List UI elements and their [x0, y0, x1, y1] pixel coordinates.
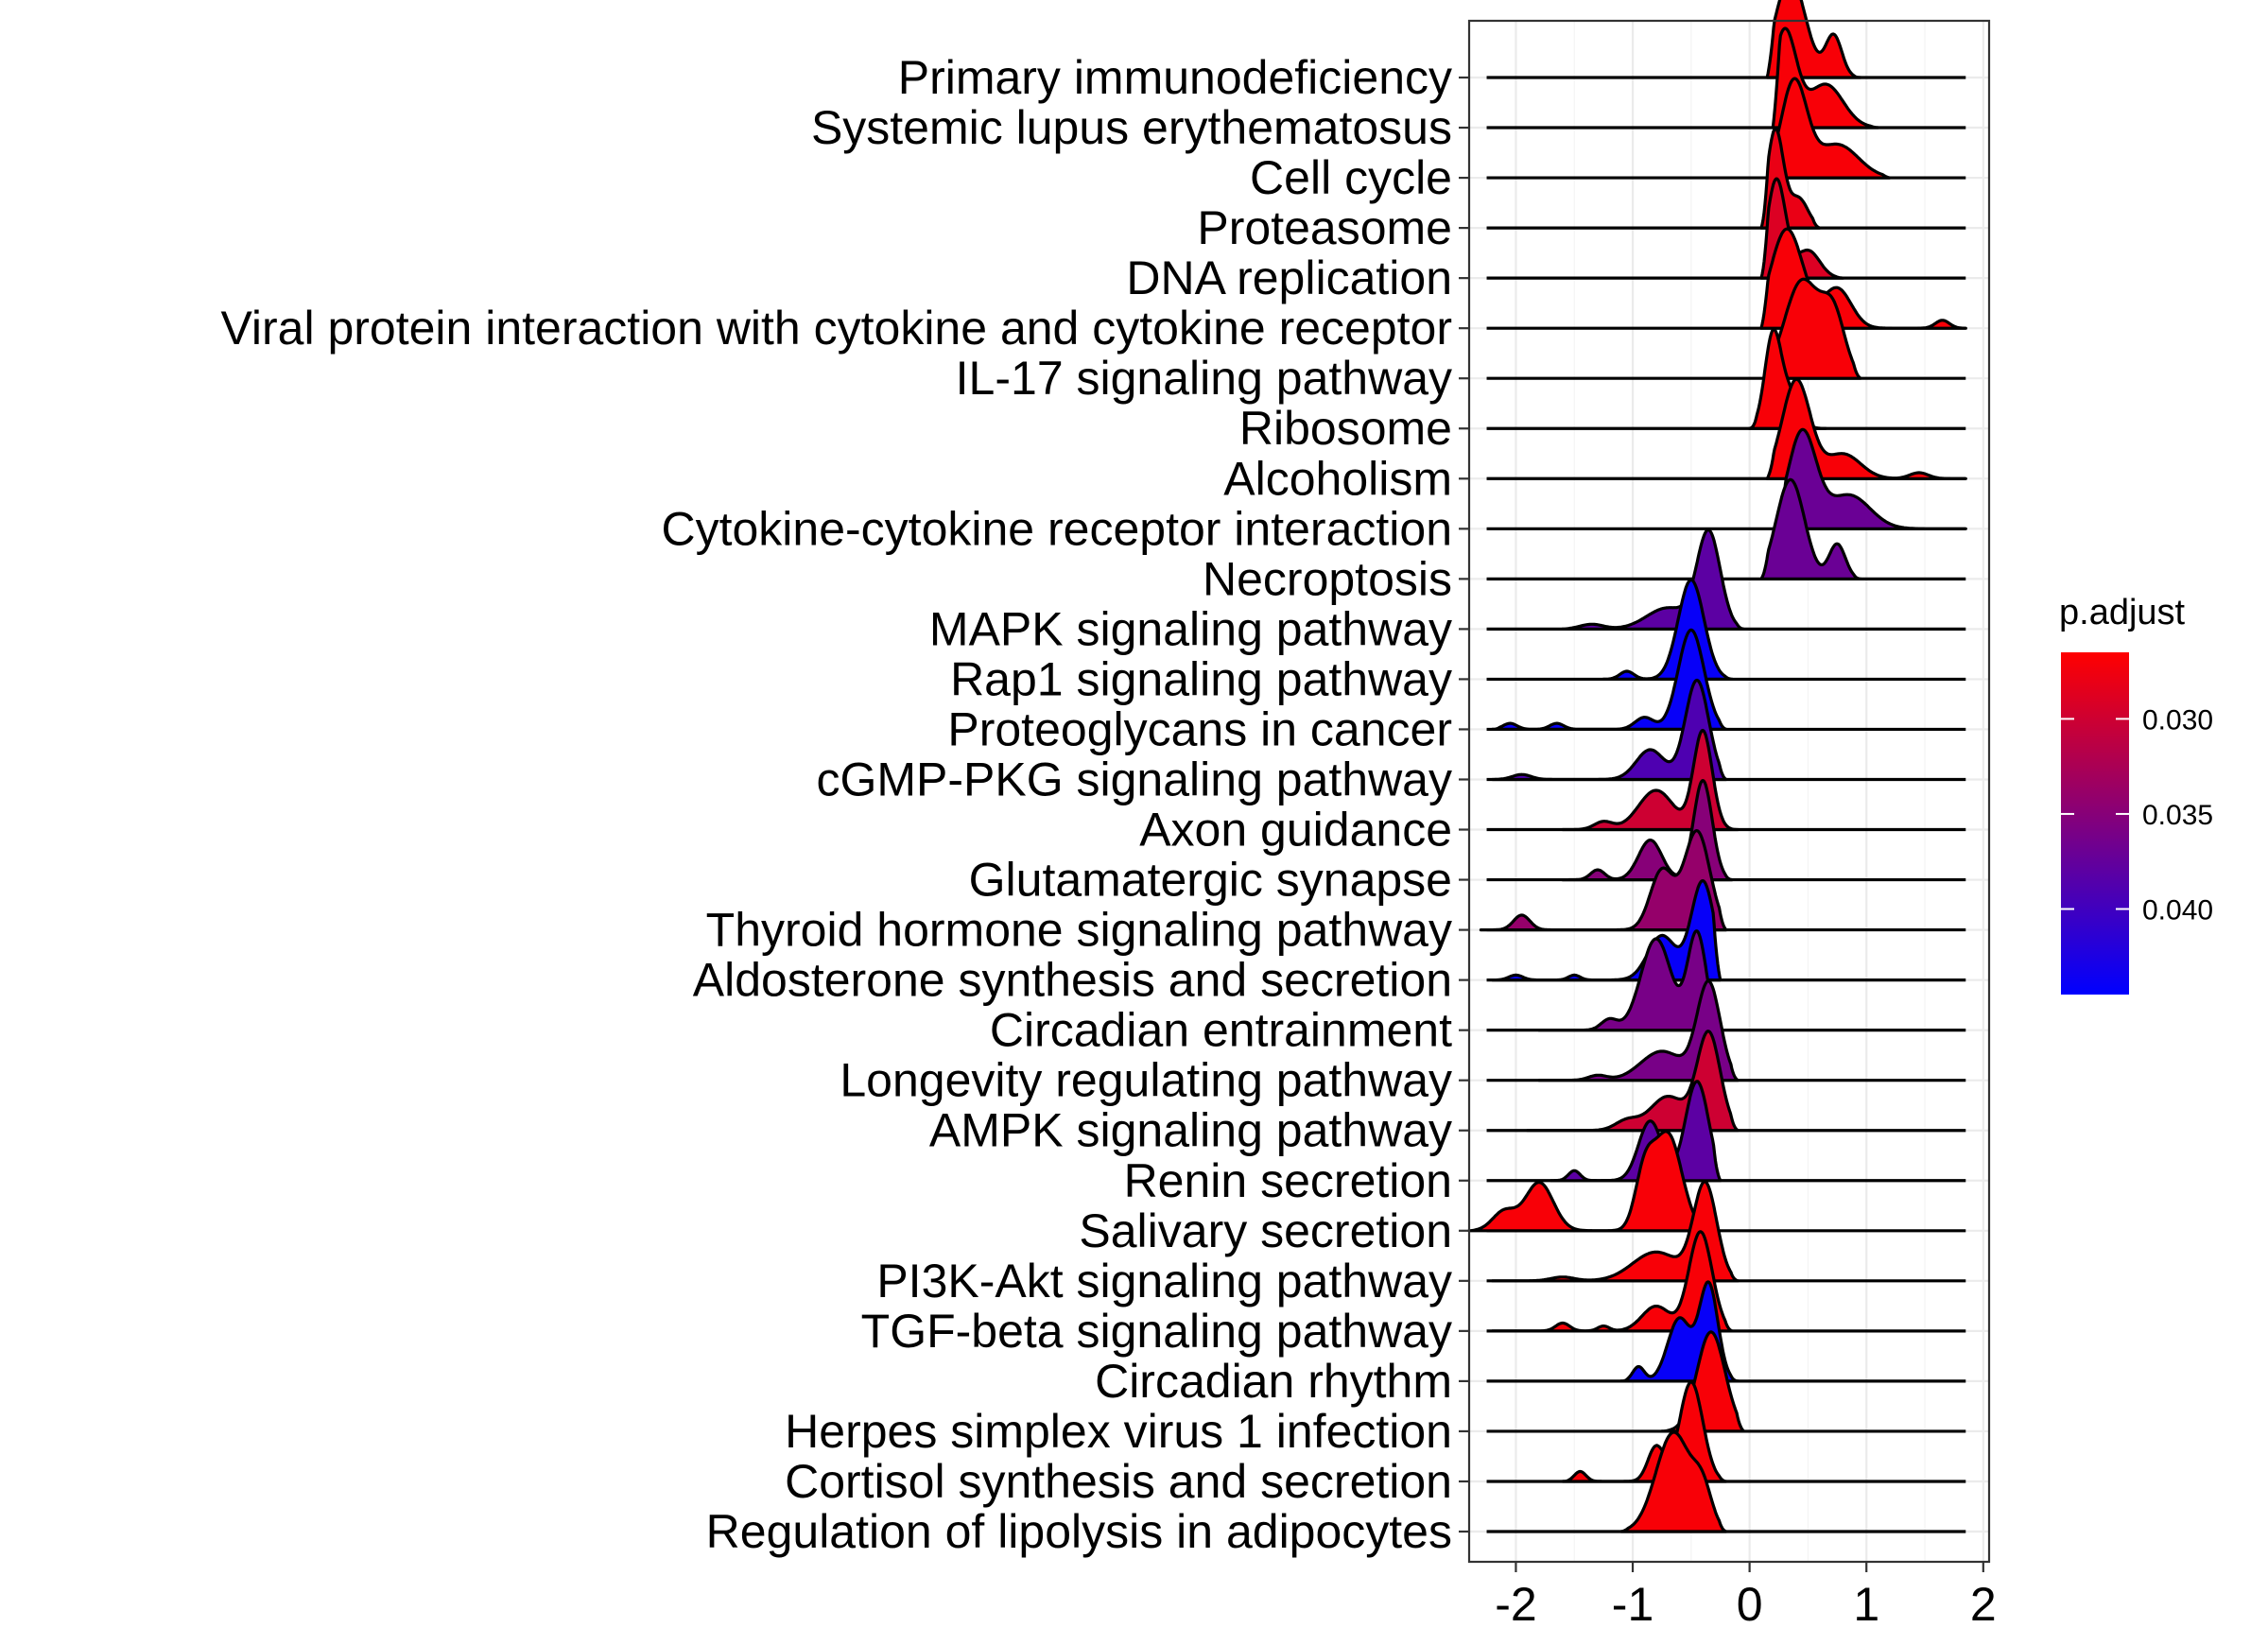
y-tick-label: DNA replication — [1126, 251, 1452, 304]
x-tick-label: 2 — [1970, 1578, 1997, 1631]
ridge-density — [1619, 1430, 1728, 1533]
y-tick-label: PI3K-Akt signaling pathway — [876, 1255, 1452, 1307]
y-tick-label: Primary immunodeficiency — [898, 51, 1452, 104]
ridge-density — [1765, 277, 1862, 380]
y-tick-label: Viral protein interaction with cytokine … — [220, 302, 1452, 355]
legend-title: p.adjust — [2059, 593, 2186, 632]
y-tick-label: Cytokine-cytokine receptor interaction — [662, 502, 1453, 555]
ridge-group — [1486, 377, 1967, 480]
ridge-group — [1486, 427, 1967, 530]
y-tick-label: Systemic lupus erythematosus — [811, 101, 1452, 154]
y-tick-label: Longevity regulating pathway — [840, 1054, 1452, 1107]
y-tick-label: Thyroid hormone signaling pathway — [706, 904, 1452, 957]
x-tick-label: -1 — [1612, 1578, 1653, 1631]
y-tick-label: TGF-beta signaling pathway — [861, 1305, 1452, 1358]
ridge-group — [1486, 1030, 1966, 1133]
ridge-group — [1486, 1430, 1966, 1533]
ridge-density — [1537, 929, 1723, 1032]
legend-tick-label: 0.035 — [2142, 800, 2213, 831]
y-tick-label: cGMP-PKG signaling pathway — [816, 753, 1452, 805]
y-tick-label: Circadian rhythm — [1095, 1355, 1452, 1408]
y-tick-label: Axon guidance — [1139, 804, 1452, 857]
ridge-density — [1467, 1130, 1710, 1233]
legend-colorbar — [2061, 652, 2129, 995]
legend-ticks: 0.030 0.035 0.040 — [2061, 704, 2213, 926]
ridge-density — [1561, 728, 1740, 832]
y-tick-label: Proteoglycans in cancer — [947, 702, 1452, 755]
y-tick-label: Proteasome — [1197, 201, 1452, 254]
ridge-group — [1467, 1130, 1966, 1233]
ridge-group — [1486, 77, 1966, 180]
ridge-group — [1486, 277, 1966, 380]
ridge-density — [1765, 377, 1967, 480]
ridges — [1467, 0, 1967, 1533]
ridge-group — [1486, 929, 1966, 1032]
y-tick-label: Aldosterone synthesis and secretion — [693, 954, 1452, 1007]
ridge-density — [1479, 829, 1728, 932]
legend-tick-label: 0.030 — [2142, 704, 2213, 736]
ridge-density — [1765, 77, 1892, 180]
ridge-density — [1660, 1330, 1745, 1433]
y-tick-label: Cell cycle — [1250, 151, 1452, 204]
y-tick-label: MAPK signaling pathway — [929, 602, 1452, 655]
y-tick-label: Regulation of lipolysis in adipocytes — [706, 1505, 1452, 1558]
y-tick-label: Circadian entrainment — [990, 1004, 1452, 1057]
y-tick-label: Herpes simplex virus 1 infection — [785, 1405, 1452, 1458]
y-tick-label: Glutamatergic synapse — [969, 854, 1452, 907]
y-tick-label: Necroptosis — [1203, 552, 1452, 605]
x-tick-label: 1 — [1853, 1578, 1879, 1631]
ridge-density — [1526, 1030, 1740, 1133]
x-tick-label: 0 — [1737, 1578, 1763, 1631]
ridge-group — [1486, 979, 1966, 1082]
y-tick-label: IL-17 signaling pathway — [956, 352, 1452, 405]
ridge-group — [1486, 477, 1966, 580]
y-tick-label: Salivary secretion — [1079, 1204, 1452, 1257]
ridge-density — [1776, 427, 1967, 530]
ridge-group — [1486, 728, 1966, 832]
y-tick-label: Alcoholism — [1223, 452, 1452, 505]
ridge-group — [1486, 1330, 1966, 1433]
ridge-density — [1759, 477, 1862, 580]
plot-panel-border — [1467, 19, 1991, 1564]
y-tick-label: Cortisol synthesis and secretion — [785, 1455, 1452, 1508]
ridge-group — [1479, 829, 1966, 932]
y-tick-label: Ribosome — [1239, 402, 1452, 455]
ridge-density — [1537, 979, 1740, 1082]
y-tick-label: AMPK signaling pathway — [929, 1104, 1452, 1157]
color-legend: p.adjust 0.030 0.035 0.040 — [2059, 593, 2213, 995]
y-tick-label: Rap1 signaling pathway — [950, 652, 1452, 705]
legend-tick-label: 0.040 — [2142, 895, 2213, 926]
x-axis: -2 -1 0 1 2 — [1495, 1562, 1997, 1631]
y-tick-label: Renin secretion — [1124, 1154, 1452, 1207]
x-tick-label: -2 — [1495, 1578, 1536, 1631]
